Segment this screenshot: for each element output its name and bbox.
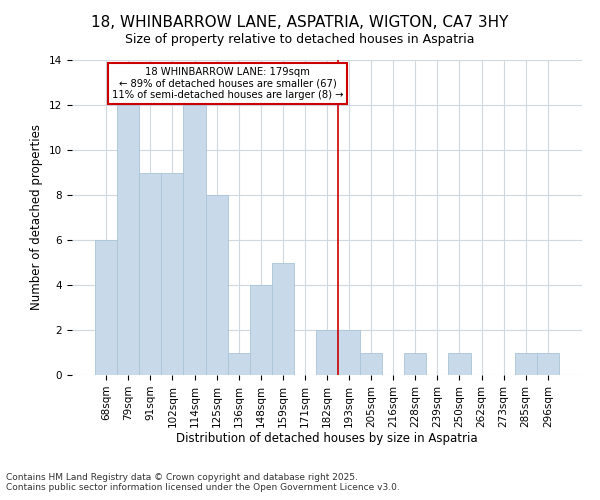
Bar [404, 352, 427, 375]
Bar [117, 105, 139, 375]
Text: 18, WHINBARROW LANE, ASPATRIA, WIGTON, CA7 3HY: 18, WHINBARROW LANE, ASPATRIA, WIGTON, C… [91, 15, 509, 30]
Bar [250, 285, 272, 375]
Bar [95, 240, 117, 375]
Bar [316, 330, 338, 375]
Bar [515, 352, 537, 375]
Bar [338, 330, 360, 375]
Bar [227, 352, 250, 375]
X-axis label: Distribution of detached houses by size in Aspatria: Distribution of detached houses by size … [176, 432, 478, 446]
Text: 18 WHINBARROW LANE: 179sqm
← 89% of detached houses are smaller (67)
11% of semi: 18 WHINBARROW LANE: 179sqm ← 89% of deta… [112, 66, 343, 100]
Bar [161, 172, 184, 375]
Bar [139, 172, 161, 375]
Text: Contains HM Land Registry data © Crown copyright and database right 2025.
Contai: Contains HM Land Registry data © Crown c… [6, 473, 400, 492]
Bar [537, 352, 559, 375]
Bar [360, 352, 382, 375]
Text: Size of property relative to detached houses in Aspatria: Size of property relative to detached ho… [125, 32, 475, 46]
Bar [448, 352, 470, 375]
Y-axis label: Number of detached properties: Number of detached properties [31, 124, 43, 310]
Bar [272, 262, 294, 375]
Bar [184, 105, 206, 375]
Bar [206, 195, 227, 375]
